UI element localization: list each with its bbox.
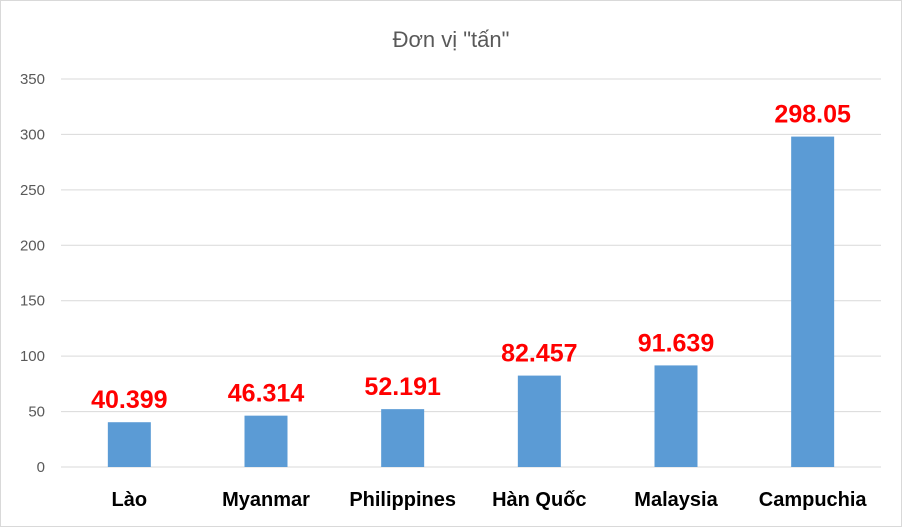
data-label: 91.639 xyxy=(638,329,714,357)
data-labels: 40.399 46.314 52.191 82.457 91.639 298.05 xyxy=(91,101,851,415)
x-tick-label: Malaysia xyxy=(634,489,718,511)
y-tick-label: 350 xyxy=(20,71,45,88)
data-label: 46.314 xyxy=(228,380,305,408)
y-tick-label: 150 xyxy=(20,293,45,310)
y-tick-label: 300 xyxy=(20,126,45,143)
data-label: 52.191 xyxy=(364,373,441,401)
bar xyxy=(107,422,151,467)
data-label: 298.05 xyxy=(774,101,851,129)
gridlines xyxy=(61,78,881,468)
x-tick-label: Philippines xyxy=(349,489,456,511)
bar xyxy=(244,415,288,467)
bar xyxy=(654,365,698,467)
y-tick-label: 250 xyxy=(20,182,45,199)
y-tick-label: 200 xyxy=(20,237,45,254)
y-tick-label: 0 xyxy=(37,459,45,476)
x-axis-ticks: Lào Myanmar Philippines Hàn Quốc Malaysia Cam… xyxy=(112,489,868,511)
y-axis-ticks: 0 50 100 150 200 250 300 350 xyxy=(20,71,45,476)
data-label: 82.457 xyxy=(501,340,577,368)
y-tick-label: 50 xyxy=(28,404,45,421)
data-label: 40.399 xyxy=(91,386,167,414)
bars xyxy=(107,136,835,468)
x-tick-label: Hàn Quốc xyxy=(492,489,586,511)
bar xyxy=(517,375,561,467)
x-tick-label: Myanmar xyxy=(222,489,310,511)
bar xyxy=(791,136,835,468)
bar xyxy=(381,409,425,467)
chart-title: Đơn vị "tấn" xyxy=(393,27,510,52)
x-tick-label: Lào xyxy=(112,489,148,511)
y-tick-label: 100 xyxy=(20,348,45,365)
x-tick-label: Campuchia xyxy=(759,489,868,511)
